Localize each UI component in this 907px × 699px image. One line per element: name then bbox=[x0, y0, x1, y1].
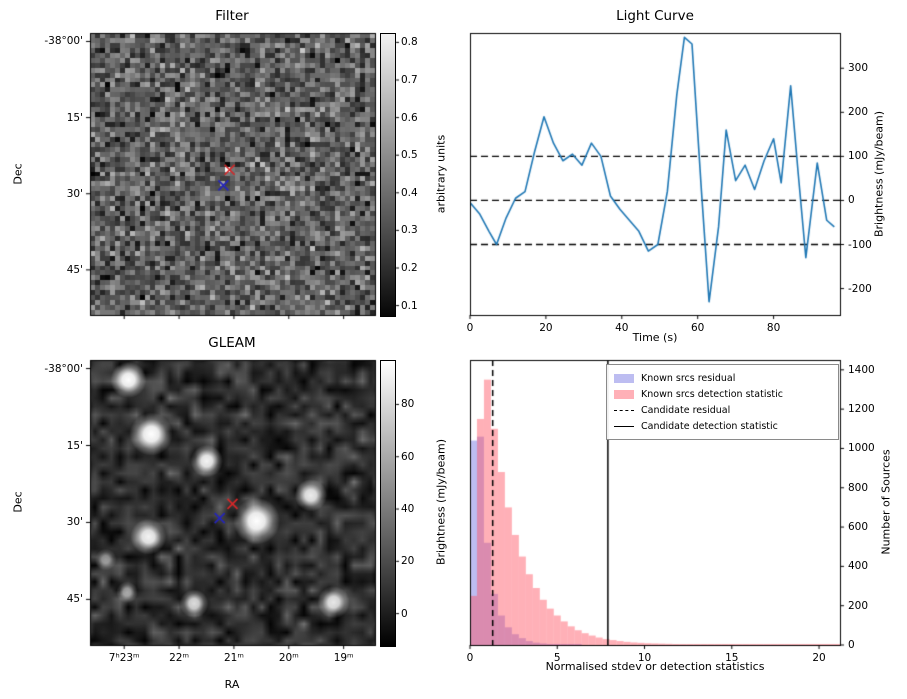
tick-label: 0.5 bbox=[401, 149, 418, 162]
legend-row: Candidate detection statistic bbox=[614, 418, 831, 434]
tick-label: 0 bbox=[848, 639, 855, 651]
tick-label: 0.6 bbox=[401, 111, 418, 124]
gleam-colorbar bbox=[380, 360, 396, 647]
tick-label: 5 bbox=[553, 652, 561, 664]
tick-label: -38°00' bbox=[44, 362, 83, 375]
legend-row: Known srcs detection statistic bbox=[614, 386, 831, 402]
tick-label: 7ʰ23ᵐ bbox=[108, 652, 140, 664]
tick-label: 15' bbox=[66, 111, 83, 124]
tick-label: 0.3 bbox=[401, 224, 418, 237]
gleam-dec-axis-label: Dec bbox=[11, 491, 25, 513]
legend-label: Candidate detection statistic bbox=[641, 420, 778, 432]
filter-colorbar-label: arbitrary units bbox=[434, 134, 448, 214]
tick-label: 20 bbox=[539, 322, 553, 334]
tick-label: 100 bbox=[848, 150, 869, 163]
candidate-detection-line-swatch bbox=[614, 425, 634, 427]
tick-label: 600 bbox=[848, 521, 869, 534]
gleam-title: GLEAM bbox=[208, 335, 256, 351]
tick-label: 1200 bbox=[848, 403, 875, 416]
lightcurve-y-axis-label: Brightness (mJy/beam) bbox=[872, 110, 886, 238]
tick-label: 15' bbox=[66, 439, 83, 452]
tick-label: -100 bbox=[848, 238, 872, 251]
tick-label: 60 bbox=[691, 322, 705, 334]
tick-label: 30' bbox=[66, 516, 83, 529]
tick-label: -38°00' bbox=[44, 35, 83, 48]
tick-label: 15 bbox=[725, 652, 739, 664]
tick-label: 400 bbox=[848, 560, 869, 573]
tick-label: 80 bbox=[401, 398, 415, 411]
filter-dec-axis-label: Dec bbox=[11, 163, 25, 185]
tick-label: 40 bbox=[615, 322, 629, 334]
legend-label: Candidate residual bbox=[641, 404, 731, 416]
tick-label: 0 bbox=[466, 322, 474, 334]
tick-label: 300 bbox=[848, 62, 869, 75]
lightcurve-x-axis-label: Time (s) bbox=[632, 331, 678, 344]
tick-label: 0.8 bbox=[401, 36, 418, 49]
legend-row: Candidate residual bbox=[614, 402, 831, 418]
tick-label: -200 bbox=[848, 282, 872, 295]
tick-label: 19ᵐ bbox=[333, 652, 354, 664]
legend-label: Known srcs residual bbox=[641, 372, 736, 384]
tick-label: 22ᵐ bbox=[169, 652, 190, 664]
lightcurve-title: Light Curve bbox=[616, 8, 694, 24]
tick-label: 45' bbox=[66, 263, 83, 276]
tick-label: 0 bbox=[401, 607, 408, 620]
tick-label: 0 bbox=[848, 194, 855, 207]
tick-label: 200 bbox=[848, 106, 869, 119]
histogram-legend: Known srcs residual Known srcs detection… bbox=[606, 364, 839, 440]
tick-label: 60 bbox=[401, 450, 415, 463]
tick-label: 200 bbox=[848, 599, 869, 612]
tick-label: 10 bbox=[637, 652, 652, 664]
tick-label: 20 bbox=[401, 555, 415, 568]
tick-label: 0.1 bbox=[401, 299, 418, 312]
known-detection-swatch bbox=[614, 389, 634, 399]
tick-label: 1400 bbox=[848, 363, 875, 376]
tick-label: 20ᵐ bbox=[278, 652, 299, 664]
tick-label: 0.4 bbox=[401, 186, 418, 199]
tick-label: 80 bbox=[766, 322, 781, 334]
histogram-x-axis-label: Normalised stdev or detection statistics bbox=[545, 660, 765, 673]
tick-label: 1000 bbox=[848, 442, 875, 455]
gleam-colorbar-label: Brightness (mJy/beam) bbox=[434, 438, 448, 566]
tick-label: 40 bbox=[401, 503, 415, 516]
gleam-ra-axis-label: RA bbox=[224, 678, 240, 691]
tick-label: 800 bbox=[848, 481, 869, 494]
filter-title: Filter bbox=[215, 8, 249, 24]
tick-label: 0 bbox=[466, 652, 474, 664]
known-residual-swatch bbox=[614, 373, 634, 383]
tick-label: 45' bbox=[66, 593, 83, 606]
candidate-residual-line-swatch bbox=[614, 409, 634, 411]
tick-label: 20 bbox=[812, 652, 826, 664]
filter-colorbar bbox=[380, 33, 396, 317]
tick-label: 0.7 bbox=[401, 74, 418, 86]
tick-label: 0.2 bbox=[401, 262, 418, 274]
tick-label: 21ᵐ bbox=[223, 652, 244, 664]
legend-label: Known srcs detection statistic bbox=[641, 388, 783, 400]
histogram-y-axis-label: Number of Sources bbox=[879, 449, 893, 555]
tick-label: 30' bbox=[66, 187, 83, 200]
legend-row: Known srcs residual bbox=[614, 370, 831, 386]
